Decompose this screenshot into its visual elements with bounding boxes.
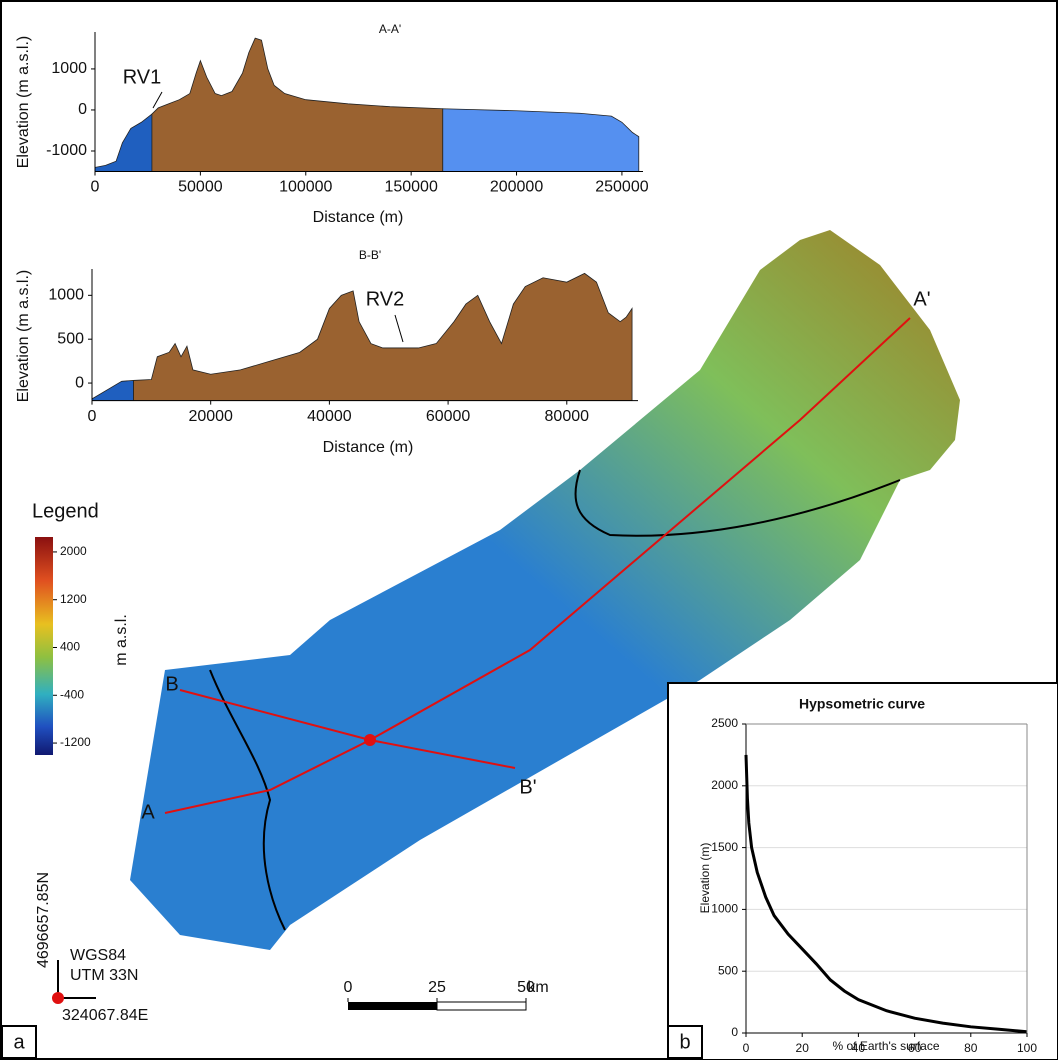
- x-tick-label: 200000: [490, 179, 543, 196]
- leader: [153, 92, 162, 108]
- x-tick-label: 80000: [545, 408, 590, 425]
- legend-unit: m a.s.l.: [113, 614, 130, 666]
- y-tick-label: 2500: [711, 716, 738, 730]
- x-tick-label: 60000: [426, 408, 471, 425]
- x-tick-label: 0: [743, 1041, 750, 1055]
- y-tick-label: 500: [718, 963, 738, 977]
- x-tick-label: 100: [1017, 1041, 1037, 1055]
- colorbar-label: 2000: [60, 544, 87, 558]
- chart-title: Hypsometric curve: [799, 696, 925, 712]
- colorbar-label: 400: [60, 640, 80, 654]
- y-tick-label: 0: [75, 374, 84, 391]
- profile-endpoint: A: [141, 801, 155, 823]
- x-axis-label: Distance (m): [323, 439, 414, 456]
- x-axis-label: % of Earth's surface: [832, 1039, 939, 1053]
- x-tick-label: 150000: [384, 179, 437, 196]
- profile-area: [92, 380, 134, 400]
- y-axis-label: Elevation (m a.s.l.): [15, 36, 32, 168]
- figure: A-A'-10000100005000010000015000020000025…: [0, 0, 1058, 1060]
- y-tick-label: 1000: [51, 60, 87, 77]
- y-axis-label: Elevation (m): [698, 843, 712, 914]
- y-tick-label: -1000: [46, 142, 87, 159]
- colorbar-label: 1200: [60, 592, 87, 606]
- colorbar: [35, 537, 53, 755]
- panel-label: a: [13, 1031, 25, 1053]
- scale-bar: [437, 1002, 526, 1010]
- colorbar-label: -400: [60, 687, 84, 701]
- inset-box: [668, 683, 1058, 1060]
- profile-endpoint: B: [165, 673, 178, 695]
- profile-endpoint: A': [913, 288, 930, 310]
- y-tick-label: 2000: [711, 778, 738, 792]
- x-axis-label: Distance (m): [313, 209, 404, 226]
- datum: WGS84: [70, 947, 126, 964]
- scale-label: 0: [344, 979, 353, 996]
- scale-unit: km: [527, 979, 548, 996]
- chart-title: B-B': [359, 248, 381, 262]
- northing: 4696657.85N: [35, 872, 52, 968]
- y-tick-label: 0: [78, 101, 87, 118]
- x-tick-label: 40000: [307, 408, 352, 425]
- scale-label: 25: [428, 979, 446, 996]
- y-tick-label: 0: [731, 1025, 738, 1039]
- profile-area: [152, 38, 443, 171]
- x-tick-label: 50000: [178, 179, 223, 196]
- leader: [395, 315, 403, 342]
- x-tick-label: 0: [91, 179, 100, 196]
- x-tick-label: 250000: [595, 179, 648, 196]
- x-tick-label: 20: [796, 1041, 810, 1055]
- colorbar-label: -1200: [60, 735, 91, 749]
- annotation: RV1: [123, 66, 162, 88]
- panel-label: b: [679, 1031, 690, 1053]
- y-axis-label: Elevation (m a.s.l.): [15, 270, 32, 402]
- x-tick-label: 0: [88, 408, 97, 425]
- profile-area: [443, 109, 639, 172]
- chart-title: A-A': [379, 22, 401, 36]
- intersection: [364, 734, 376, 746]
- easting: 324067.84E: [62, 1007, 148, 1024]
- annotation: RV2: [366, 288, 405, 310]
- projection: UTM 33N: [70, 967, 138, 984]
- x-tick-label: 80: [964, 1041, 978, 1055]
- y-tick-label: 1500: [711, 840, 738, 854]
- x-tick-label: 100000: [279, 179, 332, 196]
- y-tick-label: 1000: [711, 902, 738, 916]
- y-tick-label: 1000: [48, 287, 84, 304]
- y-tick-label: 500: [57, 330, 84, 347]
- x-tick-label: 20000: [188, 408, 233, 425]
- legend-title: Legend: [32, 500, 99, 522]
- profile-endpoint: B': [519, 776, 536, 798]
- profile-area: [95, 114, 152, 171]
- scale-bar: [348, 1002, 437, 1010]
- origin: [52, 992, 64, 1004]
